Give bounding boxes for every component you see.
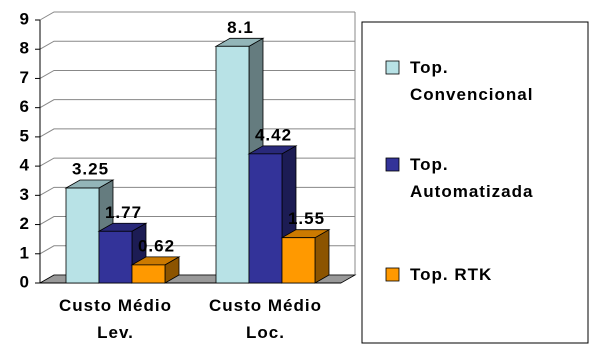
y-tick-label: 1 <box>20 243 30 262</box>
grid-line <box>39 99 355 109</box>
bar <box>215 45 250 284</box>
y-tick-label: 3 <box>20 185 30 204</box>
y-tick-label: 6 <box>20 97 30 116</box>
bar <box>98 230 133 284</box>
legend-label: Top. Automatizada <box>410 155 534 201</box>
y-tick-label: 9 <box>20 9 30 28</box>
y-tick-label: 8 <box>20 39 30 58</box>
value-label: 1.77 <box>105 203 142 222</box>
value-label: 1.55 <box>288 209 325 228</box>
y-tick-label: 0 <box>20 272 30 291</box>
y-tick-label: 2 <box>20 214 30 233</box>
grid-line <box>39 40 355 50</box>
legend-swatch <box>385 60 400 75</box>
legend-swatch <box>385 157 400 172</box>
legend-box <box>361 21 589 344</box>
value-label: 0.62 <box>138 236 175 255</box>
x-tick-label: Custo Médio Loc. <box>209 296 322 342</box>
bar-side <box>314 229 330 284</box>
bar <box>65 187 100 284</box>
legend-label: Top. RTK <box>410 265 493 284</box>
legend-label: Top. Convencional <box>410 58 534 104</box>
y-tick-label: 7 <box>20 68 30 87</box>
bar <box>131 264 166 284</box>
back-wall <box>40 12 54 283</box>
value-label: 8.1 <box>227 18 254 37</box>
grid-line <box>39 69 355 79</box>
y-tick-label: 4 <box>20 156 30 175</box>
grid-line <box>39 128 355 138</box>
bar <box>281 237 316 284</box>
value-label: 4.42 <box>255 125 292 144</box>
bar <box>248 153 283 284</box>
grid-line <box>39 11 355 21</box>
legend-swatch <box>385 267 400 282</box>
x-tick-label: Custo Médio Lev. <box>59 296 172 342</box>
y-tick-label: 5 <box>20 126 30 145</box>
value-label: 3.25 <box>72 160 109 179</box>
